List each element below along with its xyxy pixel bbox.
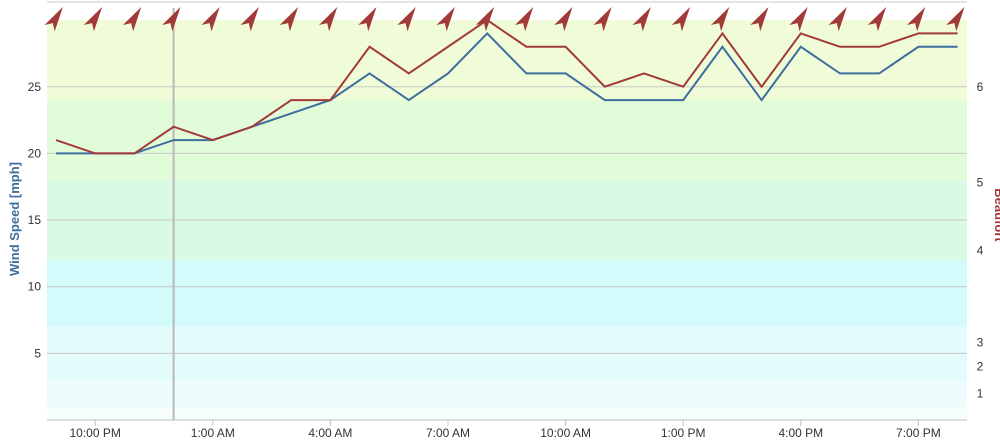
wind-arrow (162, 6, 181, 32)
wind-arrow (436, 6, 455, 32)
wind-arrow-shape (710, 6, 730, 32)
wind-arrow (122, 6, 142, 32)
wind-arrow-shape (946, 6, 965, 32)
wind-arrow (83, 6, 103, 32)
wind-arrow-shape (593, 6, 612, 32)
wind-arrow-shape (906, 6, 926, 32)
y-tick-label: 25 (28, 80, 42, 94)
wind-speed-line (56, 32, 958, 155)
x-axis: 10:00 PM 1:00 AM 4:00 AM 7:00 AM 10:00 AM 1:0… (47, 419, 967, 440)
y-tick-label: 20 (28, 146, 42, 160)
wind-arrow (358, 6, 377, 32)
wind-arrow-shape (828, 6, 847, 32)
beaufort-tick-label: 2 (977, 360, 984, 374)
wind-arrow (593, 6, 612, 32)
y-axis-right: 1 2 3 4 5 6 (977, 80, 984, 401)
wind-gust-line (55, 18, 958, 155)
x-tick-label: 4:00 AM (308, 426, 352, 440)
wind-direction-arrows (44, 6, 965, 32)
wind-arrow (710, 6, 730, 32)
beaufort-tick-label: 1 (977, 386, 984, 400)
x-tick-label: 7:00 PM (896, 426, 941, 440)
y-axis-label: Wind Speed [mph] (7, 162, 22, 276)
wind-arrow (750, 6, 769, 32)
wind-arrow-shape (436, 6, 455, 32)
wind-arrow (906, 6, 926, 32)
x-tick-label: 1:00 PM (661, 426, 706, 440)
y-axis-left: 5 10 15 20 25 (28, 80, 42, 361)
wind-arrow (279, 6, 299, 32)
wind-arrow (946, 6, 965, 32)
wind-arrow-shape (240, 6, 259, 32)
wind-arrow-shape (279, 6, 299, 32)
wind-arrow-shape (201, 6, 220, 32)
x-tick-label: 10:00 AM (540, 426, 591, 440)
x-tick-label: 10:00 PM (70, 426, 121, 440)
wind-arrow-shape (867, 6, 887, 32)
wind-arrow-shape (554, 6, 573, 32)
beaufort-band (47, 406, 967, 420)
wind-arrow-shape (83, 6, 103, 32)
x-tick-label: 7:00 AM (426, 426, 470, 440)
wind-arrow-shape (475, 6, 495, 32)
wind-arrow (554, 6, 573, 32)
beaufort-band (47, 260, 967, 327)
wind-arrow (201, 6, 220, 32)
wind-arrow-shape (122, 6, 142, 32)
wind-arrow-shape (750, 6, 769, 32)
beaufort-tick-label: 6 (977, 80, 984, 94)
wind-arrow-shape (671, 6, 691, 32)
wind-arrow (867, 6, 887, 32)
y-tick-label: 5 (34, 346, 41, 360)
wind-arrow (44, 6, 63, 32)
beaufort-tick-label: 5 (977, 176, 984, 190)
wind-arrow (514, 6, 534, 32)
wind-arrow-shape (44, 6, 63, 32)
x-tick-label: 1:00 AM (191, 426, 235, 440)
wind-arrow-shape (162, 6, 181, 32)
wind-arrow (397, 6, 416, 32)
x-tick-label: 4:00 PM (778, 426, 823, 440)
wind-arrow-shape (632, 6, 651, 32)
y-tick-label: 15 (28, 213, 42, 227)
wind-arrow (318, 6, 338, 32)
y-axis-right-label: Beaufort (992, 188, 1000, 242)
wind-arrow (671, 6, 691, 32)
wind-arrow-shape (789, 6, 808, 32)
wind-arrow-shape (397, 6, 416, 32)
wind-arrow-shape (358, 6, 377, 32)
series-lines (55, 18, 958, 155)
wind-arrow-shape (318, 6, 338, 32)
wind-arrow (475, 6, 495, 32)
wind-arrow (632, 6, 651, 32)
grid-lines (47, 1, 967, 420)
wind-arrow (828, 6, 847, 32)
beaufort-band (47, 380, 967, 407)
wind-arrow (789, 6, 808, 32)
beaufort-tick-label: 3 (977, 336, 984, 350)
wind-arrow (240, 6, 259, 32)
beaufort-tick-label: 4 (977, 244, 984, 258)
beaufort-band (47, 20, 967, 101)
wind-arrow-shape (514, 6, 534, 32)
y-tick-label: 10 (28, 280, 42, 294)
